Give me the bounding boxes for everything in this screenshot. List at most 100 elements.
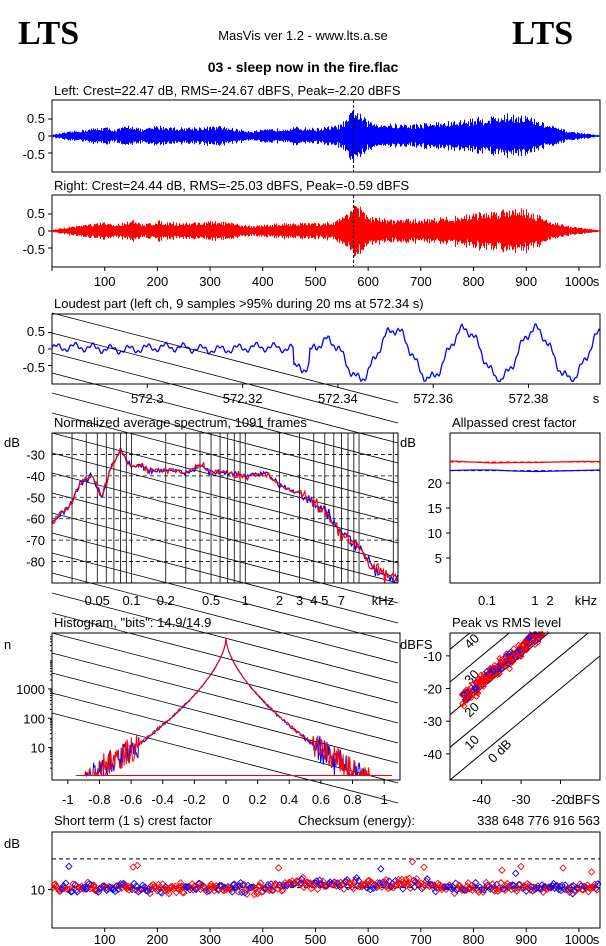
peak-rms-xlabel: dBFS [567, 792, 600, 807]
waveform-left-plot [48, 100, 600, 172]
short-term-ylabel: dB [4, 836, 20, 851]
scatter-point [561, 617, 569, 625]
scatter-point [111, 887, 119, 896]
scatter-point [504, 660, 512, 668]
xtick-label: -20 [551, 792, 570, 807]
xtick-label: 0 [222, 792, 229, 807]
spectrum-slope-line [51, 312, 399, 404]
scatter-point [455, 882, 463, 890]
xtick-label: 700 [410, 274, 432, 289]
spectrum-trace [52, 448, 398, 583]
scatter-point [568, 611, 576, 619]
peak-rms-frame [449, 632, 601, 781]
xtick-label: 300 [199, 932, 221, 946]
scatter-point [475, 678, 483, 686]
spectrum-slope-line [51, 712, 399, 804]
checksum-label: Checksum (energy): [298, 813, 415, 828]
xtick-label: 700 [410, 932, 432, 946]
panel-allpassed-crest: Allpassed crest factor dB 20 15 10 5 0.1 1 2 kH… [400, 415, 601, 608]
scatter-point [473, 692, 481, 700]
ytick-label: -10 [423, 649, 442, 664]
ytick-label: 0 [38, 342, 45, 357]
ytick-label: 0 [38, 129, 45, 144]
scatter-point [236, 878, 245, 887]
scatter-point [517, 862, 525, 871]
ytick-label: 0.5 [27, 324, 45, 339]
xtick-label: 600 [357, 274, 379, 289]
scatter-point [412, 874, 421, 883]
scatter-point [514, 653, 522, 661]
xtick-label: 500 [305, 932, 327, 946]
xtick-label: 3 [296, 593, 303, 608]
short-term-plot: 10 100 200 300 400 500 600 700 800 900 1000 s [31, 857, 603, 946]
ytick-label: -30 [26, 447, 45, 462]
scatter-point [399, 885, 407, 893]
scatter-point [132, 882, 141, 890]
xtick-label: -0.8 [88, 792, 110, 807]
xtick-label: 1 [531, 593, 538, 608]
scatter-point [377, 865, 385, 873]
scatter-point [133, 861, 142, 870]
scatter-point [462, 692, 470, 700]
scatter-point [567, 604, 574, 612]
scatter-point [89, 881, 97, 890]
scatter-point [354, 877, 363, 885]
scatter-point [521, 645, 529, 653]
scatter-point [476, 883, 484, 891]
panel-short-term-crest: Short term (1 s) crest factor Checksum (… [4, 813, 603, 946]
xtick-label: 100 [94, 274, 116, 289]
scatter-point [563, 601, 571, 609]
diagonal-label: 40 [461, 631, 482, 652]
scatter-point [487, 672, 495, 680]
histogram-trace [80, 638, 372, 777]
panel-waveform-left: Left: Crest=22.47 dB, RMS=-24.67 dBFS, P… [23, 83, 601, 173]
scatter-point [471, 684, 479, 692]
xtick-label: 800 [463, 274, 485, 289]
scatter-point [373, 878, 382, 887]
crest-diagonal [450, 633, 589, 748]
xtick-label: 0.6 [312, 792, 330, 807]
xtick-label: 1000 [564, 274, 593, 289]
scatter-point [506, 665, 514, 673]
scatter-point [274, 864, 283, 872]
xtick-label: 300 [199, 274, 221, 289]
spectrum-slope-line [51, 632, 399, 724]
xtick-label: 0.2 [157, 593, 175, 608]
ytick-label: 100 [23, 711, 45, 726]
spectrum-slope-line [51, 392, 399, 484]
xtick-label: s [593, 391, 600, 406]
scatter-point [559, 611, 567, 619]
scatter-point [267, 880, 275, 888]
spectrum-slope-line [51, 552, 399, 644]
xtick-label: 572.38 [509, 391, 549, 406]
spectrum-ylabel: dB [4, 435, 20, 450]
scatter-point [510, 885, 519, 893]
xtick-label: 1 [381, 792, 388, 807]
xtick-label: 572.3 [131, 391, 164, 406]
scatter-point [559, 864, 567, 872]
scatter-point [420, 863, 428, 871]
scatter-point [511, 869, 520, 878]
ytick-label: 10 [31, 883, 45, 898]
scatter-point [331, 879, 340, 887]
waveform-trace [52, 109, 600, 161]
xtick-label: 572.34 [318, 391, 358, 406]
spectrum-slope-line [51, 652, 399, 744]
spectrum-slope-line [51, 432, 399, 524]
scatter-point [299, 873, 307, 882]
peak-rms-title: Peak vs RMS level [452, 615, 561, 630]
xtick-label: -30 [512, 792, 531, 807]
scatter-point [322, 882, 330, 890]
spectrum-slope-line [51, 592, 399, 684]
allpassed-trace [449, 460, 600, 464]
scatter-point [563, 607, 571, 615]
file-title: 03 - sleep now in the fire.flac [208, 59, 399, 75]
scatter-point [154, 880, 163, 889]
allpassed-ylabel: dB [400, 435, 416, 450]
scatter-point [530, 631, 538, 639]
scatter-point [364, 877, 372, 885]
xtick-label: 600 [357, 932, 379, 946]
allpassed-title: Allpassed crest factor [452, 415, 577, 430]
